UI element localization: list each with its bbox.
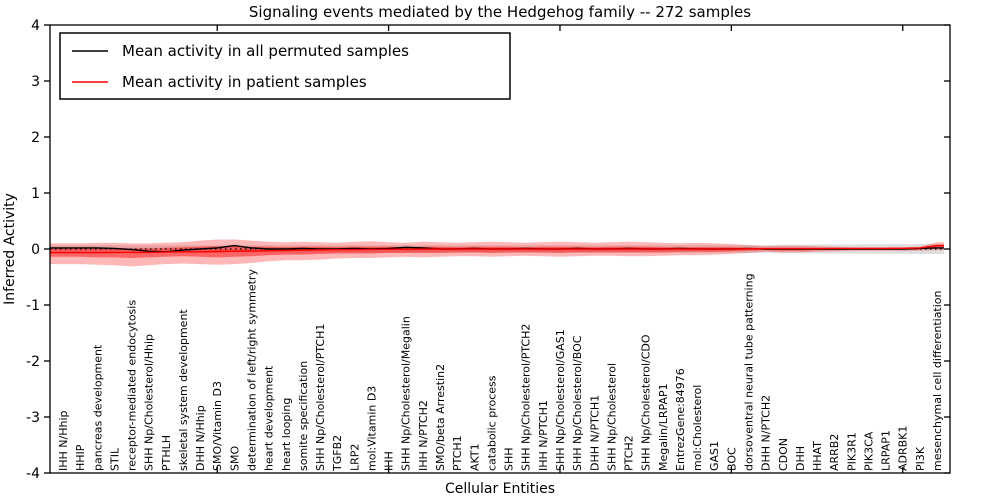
x-category-label: IHH — [383, 451, 396, 471]
x-category-label: determination of left/right symmetry — [246, 269, 259, 471]
chart-title: Signaling events mediated by the Hedgeho… — [249, 3, 751, 21]
x-category-label: SHH Np/Cholesterol/PTCH1 — [314, 324, 327, 471]
x-category-label: mol:Cholesterol — [691, 385, 704, 471]
y-axis-label: Inferred Activity — [2, 193, 18, 305]
y-tick-label: 1 — [31, 186, 40, 202]
x-category-label: SHH Np/Cholesterol/Megalin — [400, 316, 413, 471]
legend: Mean activity in all permuted samples Me… — [59, 32, 511, 100]
x-category-label: heart development — [263, 365, 276, 471]
x-category-label: somite specification — [297, 361, 310, 471]
x-category-label: mol:Vitamin D3 — [366, 386, 379, 471]
x-category-label: SHH — [503, 447, 516, 471]
x-category-label: dorsoventral neural tube patterning — [743, 273, 756, 471]
x-category-label: IHH N/PTCH2 — [417, 400, 430, 471]
legend-box — [59, 32, 511, 100]
x-category-label: PTCH1 — [451, 435, 464, 471]
legend-label-patient: Mean activity in patient samples — [122, 73, 367, 91]
x-category-label: DHH N/PTCH2 — [760, 395, 773, 471]
x-category-label: SMO/Vitamin D3 — [211, 381, 224, 471]
x-category-label: ADRBK1 — [897, 426, 910, 471]
x-category-label: receptor-mediated endocytosis — [126, 300, 139, 471]
x-category-label: GAS1 — [708, 441, 721, 471]
confidence-bands — [50, 239, 944, 267]
x-category-label: LRPAP1 — [880, 430, 893, 471]
x-category-label: STIL — [108, 447, 121, 471]
patient-mean-line — [50, 244, 944, 254]
x-category-label: DHH — [794, 446, 807, 471]
x-category-label: PIK3CA — [863, 431, 876, 471]
x-category-label: HHAT — [811, 441, 824, 471]
series-lines — [50, 244, 944, 254]
y-tick-label: 4 — [31, 18, 40, 34]
y-tick-label: -4 — [26, 466, 40, 482]
x-category-label: DHH N/Hhip — [194, 405, 207, 471]
legend-label-permuted: Mean activity in all permuted samples — [122, 42, 409, 60]
x-category-label: heart looping — [280, 398, 293, 471]
x-category-label: HHIP — [74, 444, 87, 471]
x-category-label: SHH Np/Cholesterol/CDO — [640, 334, 653, 471]
y-tick-label: -3 — [26, 410, 40, 426]
x-category-label: PIK3R1 — [845, 432, 858, 471]
x-category-label: SHH Np/Cholesterol/GAS1 — [554, 329, 567, 471]
x-category-label: IHH N/Hhip — [57, 410, 70, 471]
x-axis-label: Cellular Entities — [445, 481, 555, 497]
y-tick-label: 0 — [31, 242, 40, 258]
x-category-label: SHH Np/Cholesterol/PTCH2 — [520, 324, 533, 471]
x-category-label: DHH N/PTCH1 — [588, 395, 601, 471]
patient-band-outer — [50, 239, 944, 267]
y-tick-label: -1 — [26, 298, 40, 314]
x-category-label: Megalin/LRPAP1 — [657, 383, 670, 471]
x-category-label: mesenchymal cell differentiation — [931, 290, 944, 471]
x-category-label: skeletal system development — [177, 309, 190, 471]
y-tick-labels: 4 3 2 1 0 -1 -2 -3 -4 — [26, 18, 40, 482]
x-category-label: PI3K — [914, 446, 927, 471]
x-category-label: ARRB2 — [828, 434, 841, 471]
x-category-label: SMO/beta Arrestin2 — [434, 364, 447, 471]
x-category-label: CDON — [777, 438, 790, 471]
x-category-label: SHH Np/Cholesterol/BOC — [571, 335, 584, 471]
x-category-label: catabolic process — [485, 375, 498, 471]
x-category-label: EntrezGene:84976 — [674, 368, 687, 471]
y-tick-label: 3 — [31, 74, 40, 90]
x-category-label: PTCH2 — [623, 435, 636, 471]
x-category-label: AKT1 — [468, 443, 481, 471]
plot-border — [49, 24, 951, 474]
y-tick-label: -2 — [26, 354, 40, 370]
x-category-label: BOC — [725, 447, 738, 471]
x-category-label: pancreas development — [91, 344, 104, 471]
x-category-label: SHH Np/Cholesterol — [605, 363, 618, 471]
y-tick-label: 2 — [31, 130, 40, 146]
x-category-label: TGFB2 — [331, 435, 344, 472]
x-category-label: PTHLH — [160, 435, 173, 471]
x-category-label: SHH Np/Cholesterol/Hhip — [143, 334, 156, 471]
x-category-label: SMO — [228, 446, 241, 471]
x-category-label: IHH N/PTCH1 — [537, 400, 550, 471]
x-category-label: LRP2 — [348, 444, 361, 471]
x-category-labels: IHH N/Hhip HHIP pancreas development STIL re… — [57, 269, 944, 472]
